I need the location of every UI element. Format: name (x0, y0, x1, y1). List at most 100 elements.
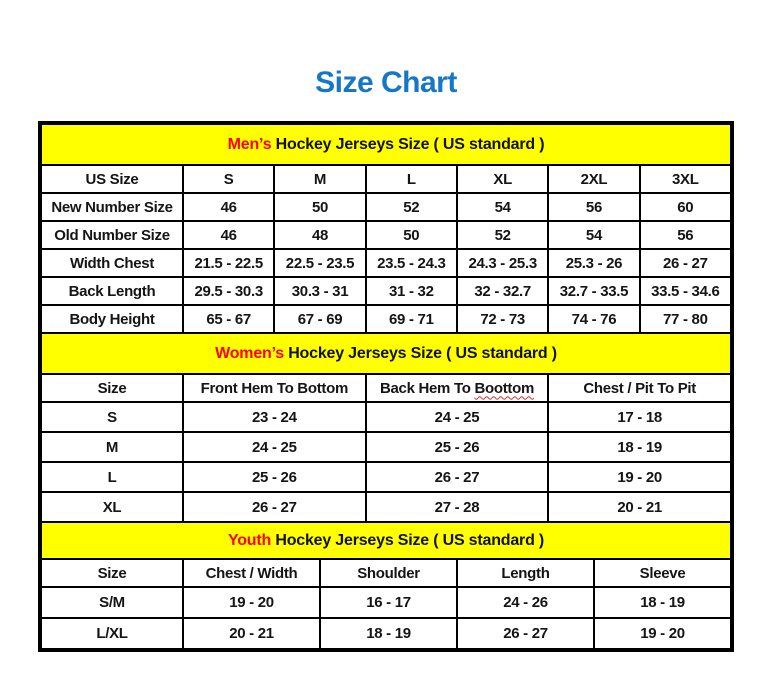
table-cell: 46 (181, 192, 276, 222)
table-cell: 54 (547, 220, 641, 250)
table-cell: 18 - 19 (319, 617, 458, 650)
table-cell: Body Height (40, 304, 184, 334)
table-row: M 24 - 25 25 - 26 18 - 19 (40, 431, 732, 463)
table-cell: 16 - 17 (319, 586, 458, 619)
youth-banner-row: Youth Hockey Jerseys Size ( US standard … (40, 521, 732, 560)
table-cell: 26 - 27 (456, 617, 595, 650)
table-cell: 18 - 19 (547, 431, 732, 463)
table-cell: 19 - 20 (547, 461, 732, 493)
banner-rest-text: Hockey Jerseys Size ( US standard ) (283, 344, 557, 362)
table-cell: XL (40, 491, 184, 523)
page-title: Size Chart (315, 66, 457, 99)
table-row: New Number Size 46 50 52 54 56 60 (40, 192, 733, 222)
column-header: US Size (40, 164, 184, 194)
youth-header-row: Size Chest / Width Shoulder Length Sleeve (40, 558, 732, 588)
column-header: Sleeve (593, 558, 732, 588)
banner-accent-text: Women’s (215, 344, 284, 362)
table-cell: 30.3 - 31 (273, 276, 367, 306)
table-cell: 24 - 25 (364, 401, 550, 433)
column-header: Chest / Width (182, 558, 321, 588)
table-cell: L/XL (40, 617, 184, 650)
banner-accent-text: Youth (227, 531, 272, 549)
womens-size-table: Women’s Hockey Jerseys Size ( US standar… (40, 332, 732, 523)
table-cell: 24 - 26 (456, 586, 595, 619)
table-cell: 24 - 25 (182, 431, 367, 463)
mens-header-row: US Size S M L XL 2XL 3XL (40, 164, 733, 194)
banner-rest-text: Hockey Jerseys Size ( US standard ) (271, 531, 545, 549)
table-row: Width Chest 21.5 - 22.5 22.5 - 23.5 23.5 - … (40, 248, 733, 278)
column-header: M (273, 164, 367, 194)
womens-header-row: Size Front Hem To Bottom Back Hem To Boott… (40, 373, 732, 403)
table-row: Body Height 65 - 67 67 - 69 69 - 71 72 - 73 7… (40, 304, 733, 334)
table-cell: 24.3 - 25.3 (455, 248, 550, 278)
table-cell: 23 - 24 (182, 401, 367, 433)
table-cell: 46 (181, 220, 276, 250)
table-cell: 19 - 20 (182, 586, 321, 619)
table-cell: 74 - 76 (547, 304, 641, 334)
table-cell: 33.5 - 34.6 (638, 276, 733, 306)
column-header: Size (40, 558, 184, 588)
column-header: Length (456, 558, 595, 588)
misspelled-word: Boottom (474, 379, 535, 397)
column-header: Back Hem To Boottom (364, 373, 550, 403)
banner-rest-text: Hockey Jerseys Size ( US standard ) (271, 135, 545, 153)
mens-section-banner: Men’s Hockey Jerseys Size ( US standard … (40, 123, 732, 166)
table-row: Old Number Size 46 48 50 52 54 56 (40, 220, 733, 250)
table-cell: 72 - 73 (455, 304, 550, 334)
table-cell: 17 - 18 (547, 401, 732, 433)
table-cell: 25 - 26 (364, 431, 550, 463)
column-header: Chest / Pit To Pit (547, 373, 732, 403)
table-cell: 25 - 26 (182, 461, 367, 493)
column-header: 2XL (547, 164, 641, 194)
table-cell: 18 - 19 (593, 586, 732, 619)
column-header: S (181, 164, 276, 194)
table-cell: 77 - 80 (638, 304, 733, 334)
table-row: L/XL 20 - 21 18 - 19 26 - 27 19 - 20 (40, 617, 732, 650)
column-header: Front Hem To Bottom (182, 373, 367, 403)
womens-section-banner: Women’s Hockey Jerseys Size ( US standar… (40, 332, 732, 375)
table-cell: 26 - 27 (638, 248, 733, 278)
table-cell: 26 - 27 (364, 461, 550, 493)
column-header: 3XL (638, 164, 733, 194)
table-row: S/M 19 - 20 16 - 17 24 - 26 18 - 19 (40, 586, 732, 619)
table-cell: M (40, 431, 184, 463)
table-cell: 67 - 69 (273, 304, 367, 334)
table-cell: New Number Size (40, 192, 184, 222)
table-cell: 23.5 - 24.3 (364, 248, 458, 278)
table-cell: S/M (40, 586, 184, 619)
womens-banner-row: Women’s Hockey Jerseys Size ( US standar… (40, 332, 732, 375)
table-cell: 26 - 27 (182, 491, 367, 523)
table-cell: 25.3 - 26 (547, 248, 641, 278)
table-cell: L (40, 461, 184, 493)
table-cell: Old Number Size (40, 220, 184, 250)
table-cell: 22.5 - 23.5 (273, 248, 367, 278)
table-cell: 19 - 20 (593, 617, 732, 650)
table-cell: 65 - 67 (181, 304, 276, 334)
table-cell: 29.5 - 30.3 (181, 276, 276, 306)
table-cell: 60 (638, 192, 733, 222)
table-row: Back Length 29.5 - 30.3 30.3 - 31 31 - 32 32… (40, 276, 733, 306)
table-cell: 31 - 32 (364, 276, 458, 306)
table-cell: Width Chest (40, 248, 184, 278)
table-cell: 54 (455, 192, 550, 222)
table-row: L 25 - 26 26 - 27 19 - 20 (40, 461, 732, 493)
table-cell: 56 (638, 220, 733, 250)
column-header: L (364, 164, 458, 194)
table-cell: 21.5 - 22.5 (181, 248, 276, 278)
table-cell: 27 - 28 (364, 491, 550, 523)
youth-size-table: Youth Hockey Jerseys Size ( US standard … (40, 521, 732, 650)
table-cell: Back Length (40, 276, 184, 306)
table-cell: 48 (273, 220, 367, 250)
column-header: XL (455, 164, 550, 194)
table-cell: 56 (547, 192, 641, 222)
table-cell: 32 - 32.7 (455, 276, 550, 306)
table-cell: 50 (273, 192, 367, 222)
table-cell: 20 - 21 (547, 491, 732, 523)
table-cell: 52 (364, 192, 458, 222)
column-header: Size (40, 373, 184, 403)
column-header: Shoulder (319, 558, 458, 588)
table-cell: 32.7 - 33.5 (547, 276, 641, 306)
table-row: S 23 - 24 24 - 25 17 - 18 (40, 401, 732, 433)
table-cell: 69 - 71 (364, 304, 458, 334)
